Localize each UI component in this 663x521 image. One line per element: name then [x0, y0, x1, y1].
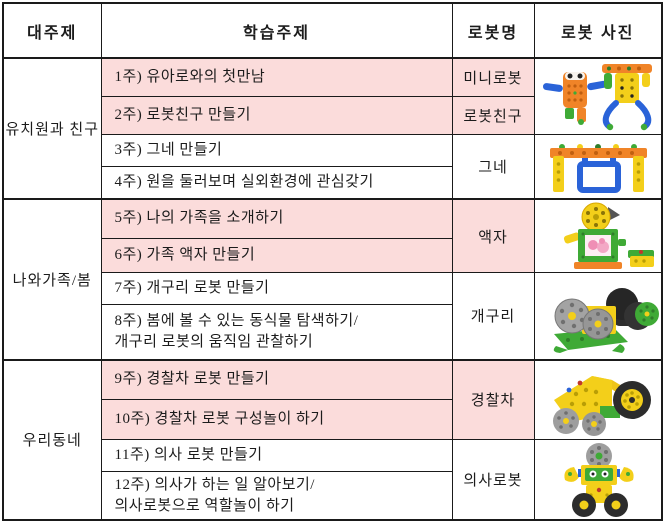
swing-robot-image [549, 143, 647, 193]
robot-photo-cell [533, 57, 663, 135]
header-robot-photo: 로봇 사진 [533, 2, 663, 59]
table-row: 2주) 로봇친구 만들기 로봇친구 [3, 95, 662, 135]
major-topic-our-neighborhood: 우리동네 [2, 358, 102, 521]
table-row: 7주) 개구리 로봇 만들기 개구리 [3, 272, 663, 360]
robot-photo-cell [533, 133, 663, 200]
robot-photo-cell [533, 198, 663, 273]
week-3-topic: 3주) 그네 만들기 [100, 133, 453, 167]
major-topic-me-family-spring: 나와가족/봄 [2, 198, 102, 360]
week-4-topic: 4주) 원을 둘러보며 실외환경에 관심갖기 [100, 165, 453, 200]
robot-photo-cell [533, 439, 663, 521]
robot-name-robot-friend: 로봇친구 [451, 95, 535, 135]
robot-name-doctor-robot: 의사로봇 [451, 439, 535, 521]
police-car-robot-image [552, 375, 651, 436]
table-row: 유치원과 친구 1주) 유아로와의 첫만남 미니로봇 [2, 57, 663, 200]
week-7-topic: 7주) 개구리 로봇 만들기 [100, 272, 453, 305]
table-row: 6주) 가족 액자 만들기 [3, 237, 662, 274]
week-2-topic: 2주) 로봇친구 만들기 [100, 95, 453, 135]
week-1-topic: 1주) 유아로와의 첫만남 [100, 57, 453, 97]
week-8-topic: 8주) 봄에 볼 수 있는 동식물 탐색하기/ 개구리 로봇의 움직임 관찰하기 [100, 304, 453, 360]
header-learning-topic: 학습주제 [100, 2, 453, 59]
header-major-topic: 대주제 [2, 2, 102, 59]
table-row: 12주) 의사가 하는 일 알아보기/ 의사로봇으로 역할놀이 하기 [3, 471, 662, 521]
mini-robot-and-robot-friend-image [542, 64, 652, 131]
robot-name-police-car: 경찰차 [451, 358, 535, 440]
table-row: 3주) 그네 만들기 그네 [3, 133, 663, 200]
robot-name-swing: 그네 [451, 133, 535, 200]
table-row: 8주) 봄에 볼 수 있는 동식물 탐색하기/ 개구리 로봇의 움직임 관찰하기 [3, 304, 662, 360]
week-6-topic: 6주) 가족 액자 만들기 [100, 237, 453, 274]
week-12-topic: 12주) 의사가 하는 일 알아보기/ 의사로봇으로 역할놀이 하기 [100, 471, 453, 521]
picture-frame-robot-image [563, 202, 654, 269]
robot-name-frog: 개구리 [451, 272, 535, 360]
week-10-topic: 10주) 경찰차 로봇 구성놀이 하기 [100, 399, 453, 440]
robot-photo-cell [533, 358, 663, 440]
week-5-topic: 5주) 나의 가족을 소개하기 [100, 197, 453, 239]
major-topic-kindergarten-friends: 유치원과 친구 [2, 57, 102, 200]
robot-name-frame: 액자 [451, 198, 535, 273]
week-11-topic: 11주) 의사 로봇 만들기 [100, 438, 453, 473]
table-row: 나와가족/봄 5주) 나의 가족을 소개하기 액자 [2, 197, 663, 360]
table-row: 11주) 의사 로봇 만들기 의사로봇 [3, 438, 663, 521]
week-9-topic: 9주) 경찰차 로봇 만들기 [100, 358, 453, 400]
robot-name-mini-robot: 미니로봇 [451, 57, 535, 97]
frog-robot-image [553, 288, 659, 354]
table-row: 우리동네 9주) 경찰차 로봇 만들기 경찰차 [2, 358, 663, 521]
header-robot-name: 로봇명 [451, 2, 535, 59]
header-row: 대주제 학습주제 로봇명 로봇 사진 [2, 2, 663, 59]
doctor-robot-image [563, 443, 634, 517]
robot-photo-cell [533, 272, 663, 360]
